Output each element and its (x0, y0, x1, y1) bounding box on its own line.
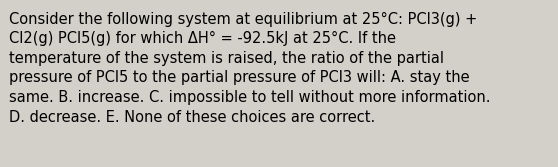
Text: Consider the following system at equilibrium at 25°C: PCl3(g) +
Cl2(g) PCl5(g) f: Consider the following system at equilib… (9, 12, 490, 125)
